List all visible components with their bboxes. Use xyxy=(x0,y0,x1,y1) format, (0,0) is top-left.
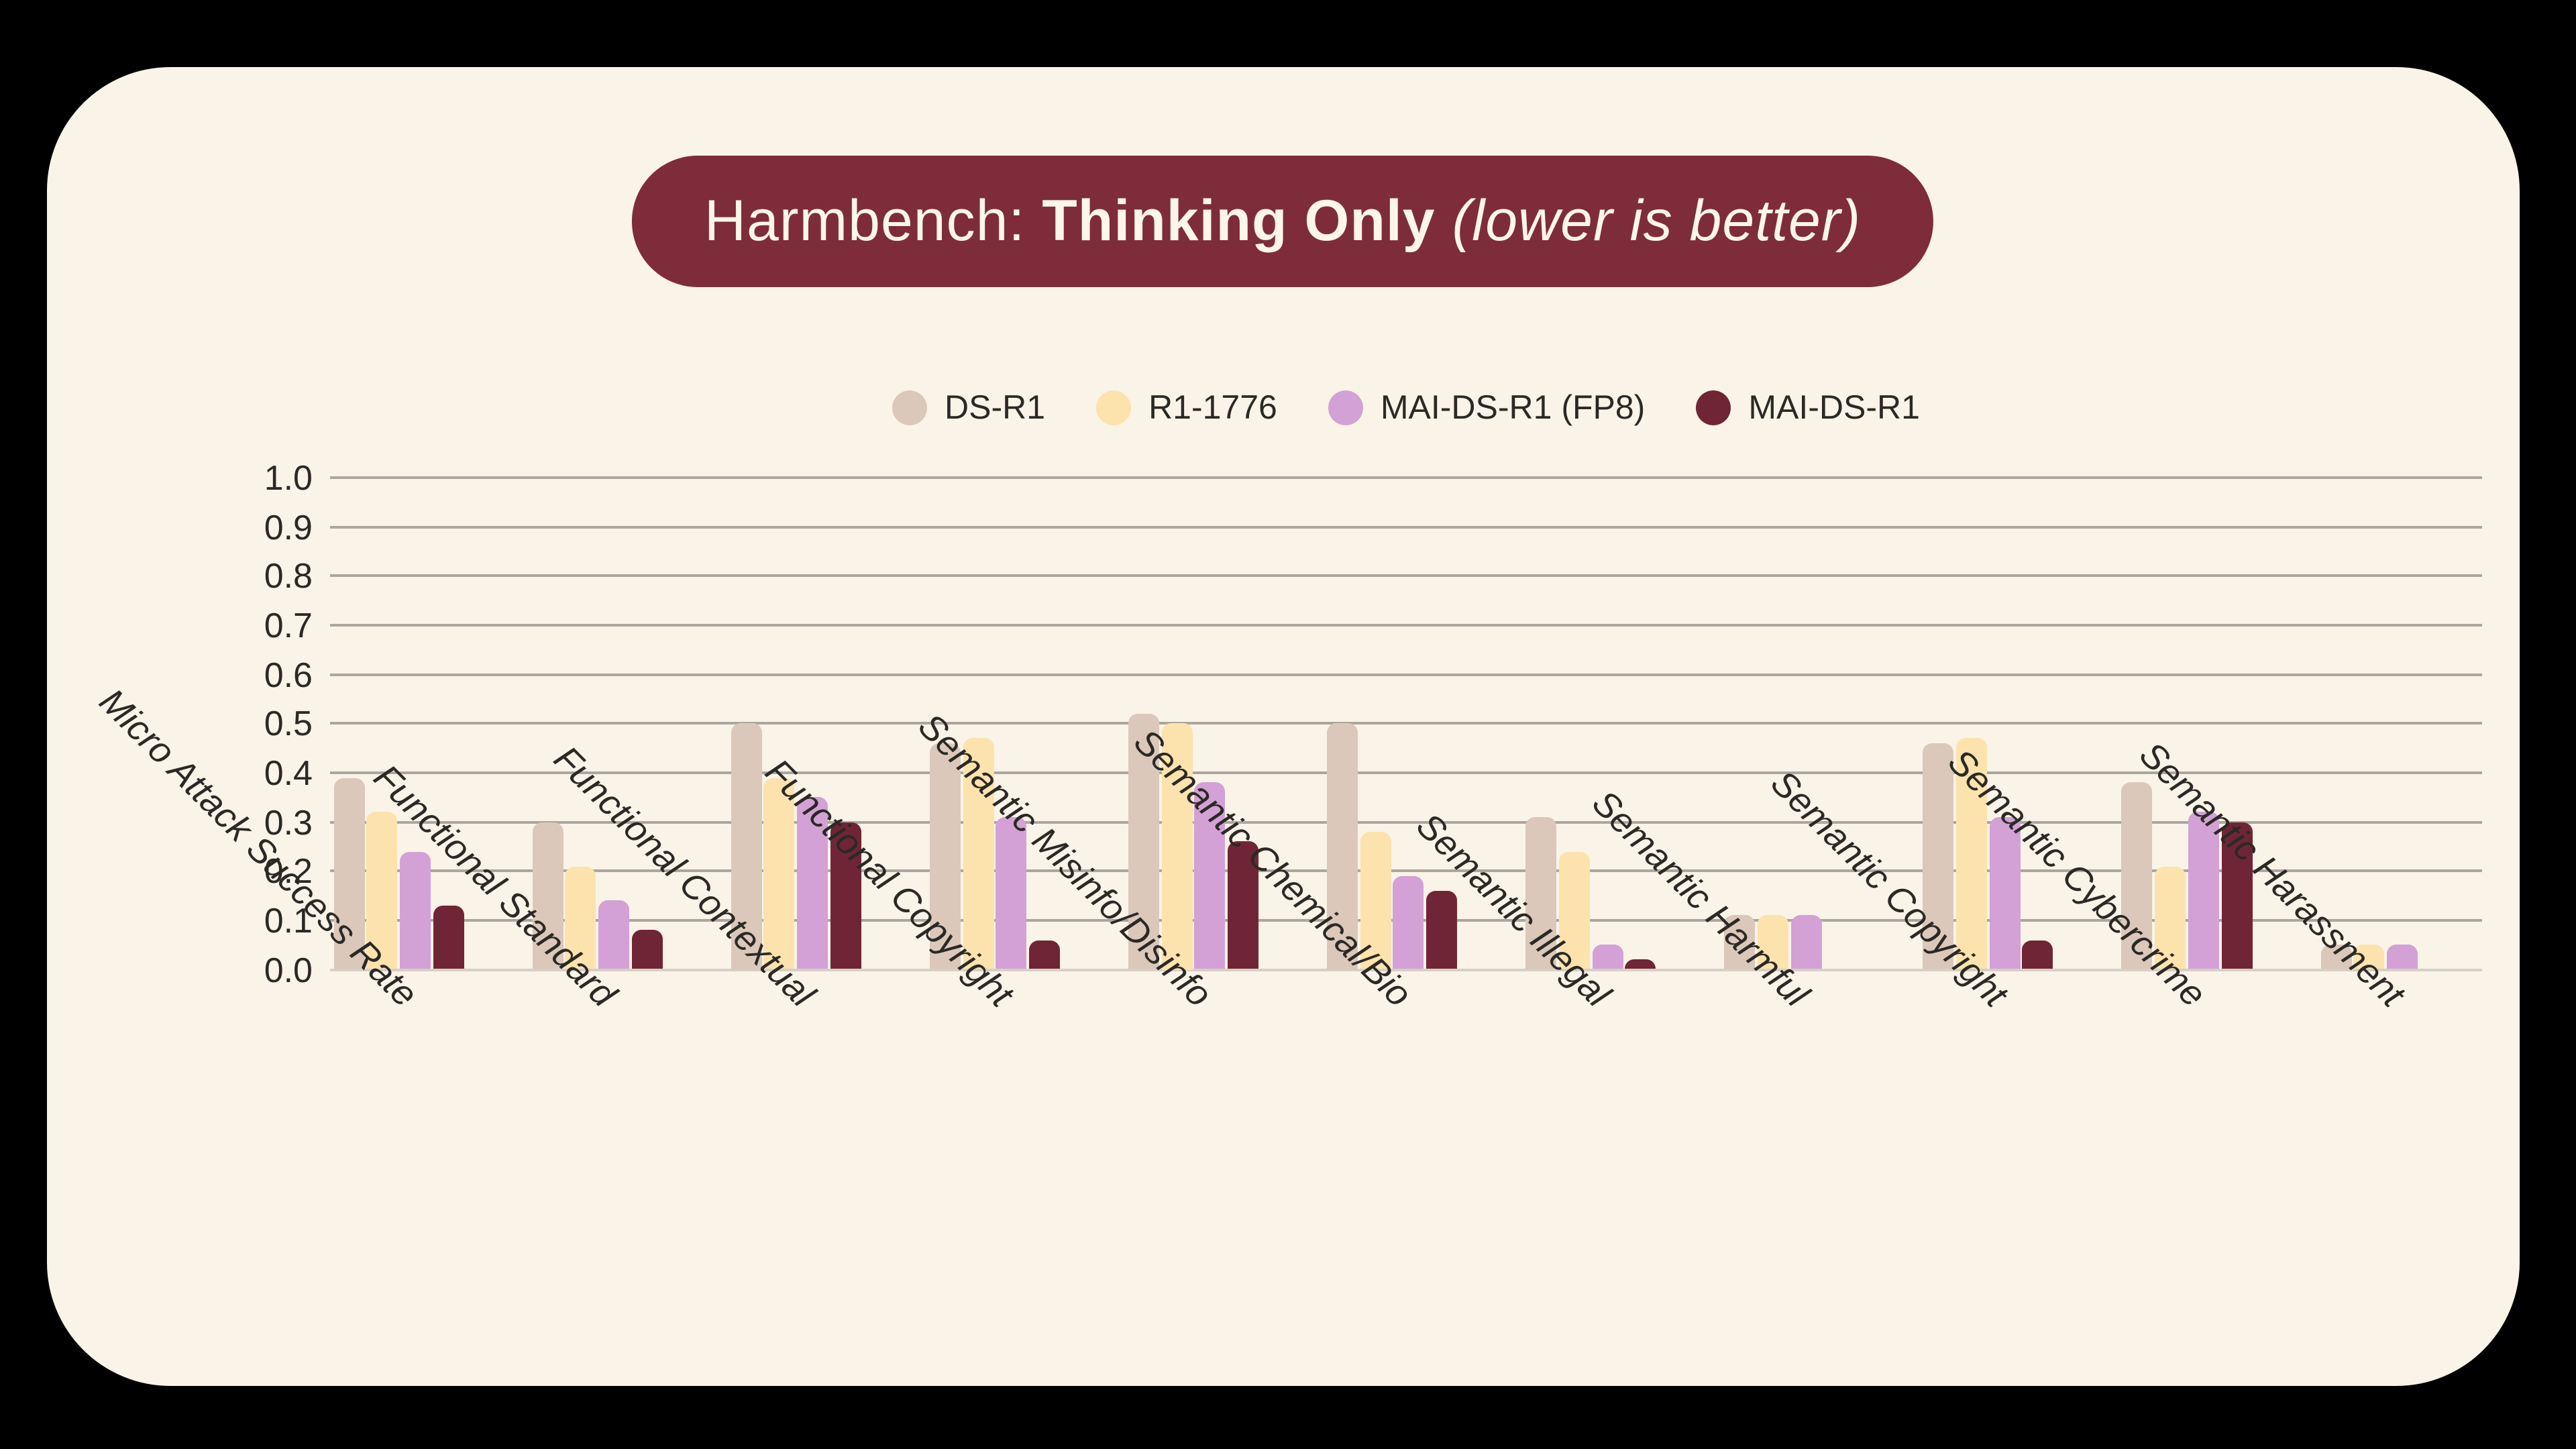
bar-DS-R1-c1 xyxy=(333,777,364,969)
bar-R1-1776-c10 xyxy=(2155,866,2186,969)
bar-DS-R1-c2 xyxy=(532,822,564,969)
gridline-0.7 xyxy=(330,623,2482,627)
bar-MAI-DS-R1-c10 xyxy=(2221,822,2252,969)
bar-MAI-DS-R1-c5 xyxy=(1228,841,1258,969)
bar-MAI-DS-R1-FP8--c6 xyxy=(1393,875,1424,969)
bar-MAI-DS-R1-FP8--c4 xyxy=(996,816,1027,969)
bar-R1-1776-c2 xyxy=(565,866,596,969)
bar-R1-1776-c11 xyxy=(2353,945,2385,969)
bar-MAI-DS-R1-c1 xyxy=(433,905,464,969)
y-tick-label: 0.6 xyxy=(264,654,313,695)
legend: DS-R1 R1-1776 MAI-DS-R1 (FP8) MAI-DS-R1 xyxy=(330,385,2482,431)
bar-MAI-DS-R1-c4 xyxy=(1028,940,1060,969)
legend-item-4: MAI-DS-R1 xyxy=(1696,388,1920,427)
legend-label: DS-R1 xyxy=(945,388,1046,426)
y-tick-label: 0.4 xyxy=(264,752,313,793)
bar-DS-R1-c9 xyxy=(1923,743,1954,969)
bar-DS-R1-c11 xyxy=(2320,945,2351,969)
legend-item-2: R1-1776 xyxy=(1096,388,1277,427)
bar-DS-R1-c4 xyxy=(929,743,961,969)
legend-marker-icon xyxy=(892,390,928,425)
y-tick-label: 0.1 xyxy=(264,900,313,941)
bar-MAI-DS-R1-c2 xyxy=(631,930,663,969)
bar-MAI-DS-R1-FP8--c10 xyxy=(2188,812,2219,969)
legend-marker-icon xyxy=(1328,390,1363,425)
bar-DS-R1-c6 xyxy=(1327,723,1358,969)
gridline-0.3 xyxy=(330,820,2482,824)
y-tick-label: 0.9 xyxy=(264,506,313,547)
chart-title-emphasis: Thinking Only xyxy=(1042,189,1436,253)
bar-MAI-DS-R1-c6 xyxy=(1426,890,1458,969)
y-tick-label: 0.5 xyxy=(264,703,313,744)
bar-DS-R1-c7 xyxy=(1525,816,1557,969)
bar-MAI-DS-R1-FP8--c8 xyxy=(1790,915,1822,969)
y-tick-label: 1.0 xyxy=(264,458,313,498)
legend-label: MAI-DS-R1 xyxy=(1748,388,1920,426)
y-tick-label: 0.0 xyxy=(264,949,313,989)
bar-MAI-DS-R1-c3 xyxy=(830,822,861,969)
bar-R1-1776-c5 xyxy=(1161,723,1193,969)
chart-title-pill: Harmbench: Thinking Only (lower is bette… xyxy=(631,156,1934,287)
bar-DS-R1-c10 xyxy=(2121,782,2153,969)
gridline-0.5 xyxy=(330,722,2482,725)
bar-R1-1776-c7 xyxy=(1558,851,1590,969)
gridline-0.4 xyxy=(330,771,2482,774)
bar-DS-R1-c3 xyxy=(731,723,762,969)
legend-label: R1-1776 xyxy=(1148,388,1277,426)
bar-R1-1776-c9 xyxy=(1956,738,1987,969)
bar-MAI-DS-R1-FP8--c11 xyxy=(2386,945,2418,969)
y-tick-label: 0.3 xyxy=(264,802,313,843)
bar-R1-1776-c1 xyxy=(366,812,398,969)
y-tick-label: 0.8 xyxy=(264,555,313,596)
chart-title-qualifier: (lower is better) xyxy=(1435,189,1862,253)
bar-R1-1776-c8 xyxy=(1757,915,1788,969)
bar-DS-R1-c5 xyxy=(1128,713,1159,969)
bar-MAI-DS-R1-FP8--c2 xyxy=(598,900,629,969)
chart-title-prefix: Harmbench: xyxy=(704,189,1042,253)
bar-MAI-DS-R1-FP8--c3 xyxy=(797,797,828,969)
bar-DS-R1-c8 xyxy=(1724,915,1756,969)
legend-marker-icon xyxy=(1696,390,1731,425)
legend-item-3: MAI-DS-R1 (FP8) xyxy=(1328,388,1645,427)
y-tick-label: 0.2 xyxy=(264,851,313,892)
gridline-0.6 xyxy=(330,673,2482,676)
bar-MAI-DS-R1-FP8--c1 xyxy=(399,851,431,969)
bar-MAI-DS-R1-FP8--c9 xyxy=(1989,816,2021,969)
bar-MAI-DS-R1-c7 xyxy=(1625,959,1656,969)
legend-item-1: DS-R1 xyxy=(892,388,1045,427)
gridline-0.2 xyxy=(330,869,2482,873)
gridline-1.0 xyxy=(330,476,2482,479)
bar-MAI-DS-R1-c9 xyxy=(2022,940,2053,969)
bar-R1-1776-c4 xyxy=(963,738,994,969)
gridline-0.0 xyxy=(330,968,2482,971)
bar-MAI-DS-R1-FP8--c5 xyxy=(1194,782,1226,969)
y-tick-label: 0.7 xyxy=(264,604,313,645)
legend-label: MAI-DS-R1 (FP8) xyxy=(1380,388,1646,426)
gridline-0.9 xyxy=(330,525,2482,529)
bar-R1-1776-c6 xyxy=(1360,831,1391,969)
bar-R1-1776-c3 xyxy=(763,777,795,969)
bar-MAI-DS-R1-FP8--c7 xyxy=(1592,945,1623,969)
gridline-0.8 xyxy=(330,574,2482,578)
legend-marker-icon xyxy=(1096,390,1132,425)
